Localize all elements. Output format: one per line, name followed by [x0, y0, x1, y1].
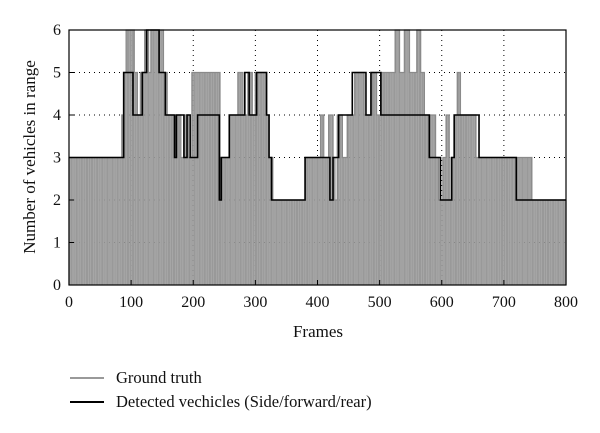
- legend-swatch-ground-truth: [70, 377, 104, 379]
- y-tick-label: 2: [53, 192, 61, 209]
- ground-truth-series: [68, 29, 567, 285]
- legend-item-ground-truth: Ground truth: [70, 366, 372, 390]
- x-tick-label: 200: [181, 294, 205, 311]
- y-tick-label: 4: [53, 107, 61, 124]
- y-tick-label: 0: [53, 277, 61, 294]
- ground-truth-line: [69, 29, 566, 201]
- x-tick-label: 500: [368, 294, 392, 311]
- x-tick-label: 700: [492, 294, 516, 311]
- legend: Ground truth Detected vechicles (Side/fo…: [70, 366, 372, 414]
- y-tick-label: 1: [53, 235, 61, 252]
- y-axis-title: Number of vehicles in range: [20, 60, 39, 254]
- detected-vehicles-line: [69, 29, 566, 201]
- x-axis-title: Frames: [293, 322, 343, 341]
- x-tick-label: 300: [243, 294, 267, 311]
- legend-label-ground-truth: Ground truth: [116, 368, 202, 387]
- x-tick-label: 600: [430, 294, 454, 311]
- x-tick-label: 0: [65, 294, 73, 311]
- legend-label-detected-vehicles: Detected vechicles (Side/forward/rear): [116, 392, 372, 411]
- legend-swatch-detected-vehicles: [70, 401, 104, 403]
- y-tick-label: 6: [53, 22, 61, 39]
- y-tick-label: 3: [53, 150, 61, 167]
- detected-vehicles-series: [69, 29, 566, 201]
- x-tick-label: 800: [554, 294, 578, 311]
- x-tick-label: 400: [306, 294, 330, 311]
- y-tick-label: 5: [53, 65, 61, 82]
- legend-item-detected-vehicles: Detected vechicles (Side/forward/rear): [70, 390, 372, 414]
- axis-ticks: 0 100 200 300 400 500 600 700 800 0 1 2 3 4 5 6: [53, 22, 578, 311]
- x-tick-label: 100: [119, 294, 143, 311]
